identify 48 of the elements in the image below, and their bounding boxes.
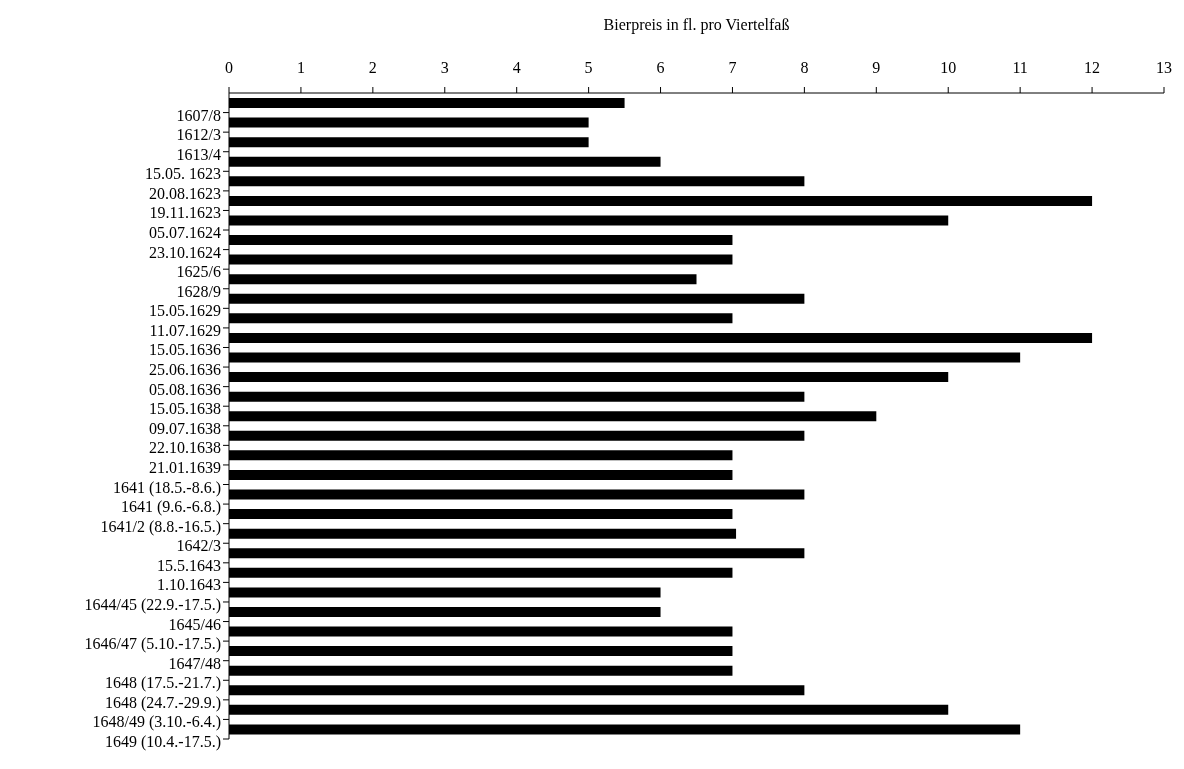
y-tick-label: 09.07.1638 [149,419,221,437]
y-tick-label: 25.06.1636 [149,361,221,379]
y-tick-label: 1644/45 (22.9.-17.5.) [84,595,221,614]
y-tick-label: 15.05.1638 [149,400,221,418]
x-tick-label: 5 [584,59,593,76]
x-tick-label: 1 [296,59,305,76]
y-tick-label: 1648/49 (3.10.-6.4.) [92,713,221,732]
x-tick-label: 7 [728,59,737,76]
y-tick-label: 1642/3 [176,537,221,555]
y-tick-label: 21.01.1639 [149,458,221,476]
y-tick-label: 1645/46 [168,615,221,633]
y-tick-label: 15.05.1629 [149,302,221,320]
y-tick-label: 1628/9 [176,282,221,300]
y-tick-label: 20.08.1623 [149,184,221,202]
y-tick-label: 1648 (24.7.-29.9.) [105,693,221,712]
y-tick-label: 15.05.1636 [149,341,221,359]
y-tick-label: 05.08.1636 [149,380,221,398]
y-tick-label: 1613/4 [176,145,221,163]
x-tick-label: 4 [512,59,521,76]
x-tick-label: 3 [440,59,449,76]
y-tick-label: 1647/48 [168,654,221,672]
y-tick-label: 05.07.1624 [149,224,221,242]
x-tick-label: 0 [225,59,233,76]
x-tick-label: 13 [1156,59,1172,76]
y-tick-label: 19.11.1623 [149,204,221,222]
x-axis-title: Bierpreis in fl. pro Viertelfaß [603,16,790,34]
x-tick-label: 2 [368,59,377,76]
x-tick-label: 9 [872,59,881,76]
y-tick-label: 1612/3 [176,126,221,144]
y-tick-label: 1648 (17.5.-21.7.) [105,674,221,693]
y-tick-label: 15.05. 1623 [145,165,221,183]
y-tick-label: 1649 (10.4.-17.5.) [105,733,221,751]
y-tick-label: 1607/8 [176,106,221,124]
y-tick-label: 23.10.1624 [149,243,221,261]
y-tick-label: 11.07.1629 [149,321,221,339]
x-tick-label: 10 [940,59,957,76]
y-tick-label: 1.10.1643 [157,576,221,594]
x-tick-label: 12 [1084,59,1101,76]
y-tick-label: 22.10.1638 [149,439,221,457]
y-tick-label: 1641 (18.5.-8.6.) [113,478,221,497]
y-tick-label: 1646/47 (5.10.-17.5.) [84,635,221,654]
y-tick-label: 15.5.1643 [157,556,221,574]
x-tick-label: 6 [656,59,665,76]
y-tick-label: 1625/6 [176,263,221,281]
x-tick-label: 8 [800,59,809,76]
y-tick-label: 1641 (9.6.-6.8.) [121,498,221,517]
y-tick-label: 1641/2 (8.8.-16.5.) [100,517,221,536]
x-tick-label: 11 [1012,59,1028,76]
